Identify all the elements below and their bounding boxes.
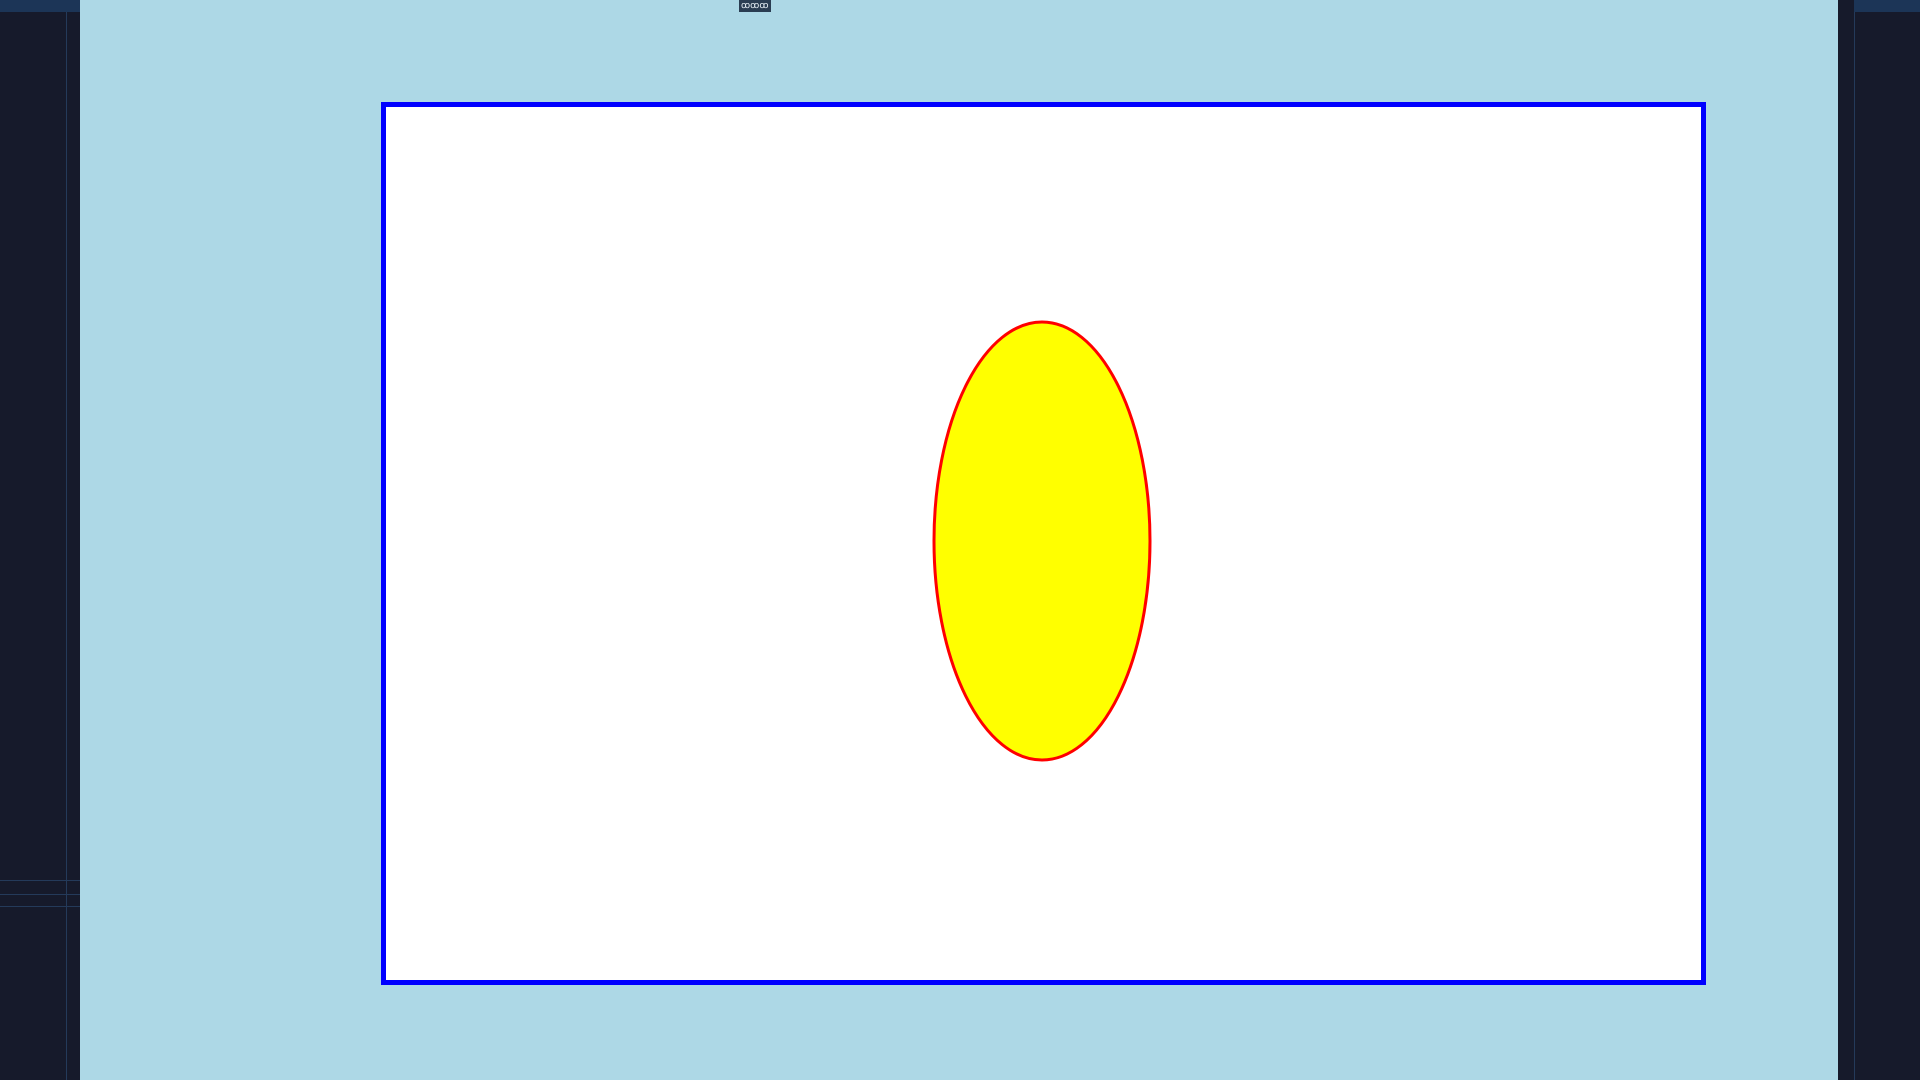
stage: ꝏꝏꝏ bbox=[80, 0, 1838, 1080]
drawing-canvas[interactable] bbox=[381, 102, 1706, 985]
sidebar-divider bbox=[66, 12, 67, 1080]
window-title-badge: ꝏꝏꝏ bbox=[739, 0, 771, 12]
sidebar-divider bbox=[0, 906, 80, 907]
top-strip-left bbox=[0, 0, 80, 12]
right-sidebar bbox=[1838, 12, 1920, 1080]
yellow-ellipse[interactable] bbox=[932, 320, 1152, 762]
sidebar-divider bbox=[0, 880, 80, 881]
sidebar-divider bbox=[0, 894, 80, 895]
top-strip-right bbox=[1854, 0, 1920, 12]
left-sidebar bbox=[0, 12, 80, 1080]
sidebar-divider bbox=[1854, 12, 1855, 1080]
canvas-drawing bbox=[932, 320, 1152, 762]
